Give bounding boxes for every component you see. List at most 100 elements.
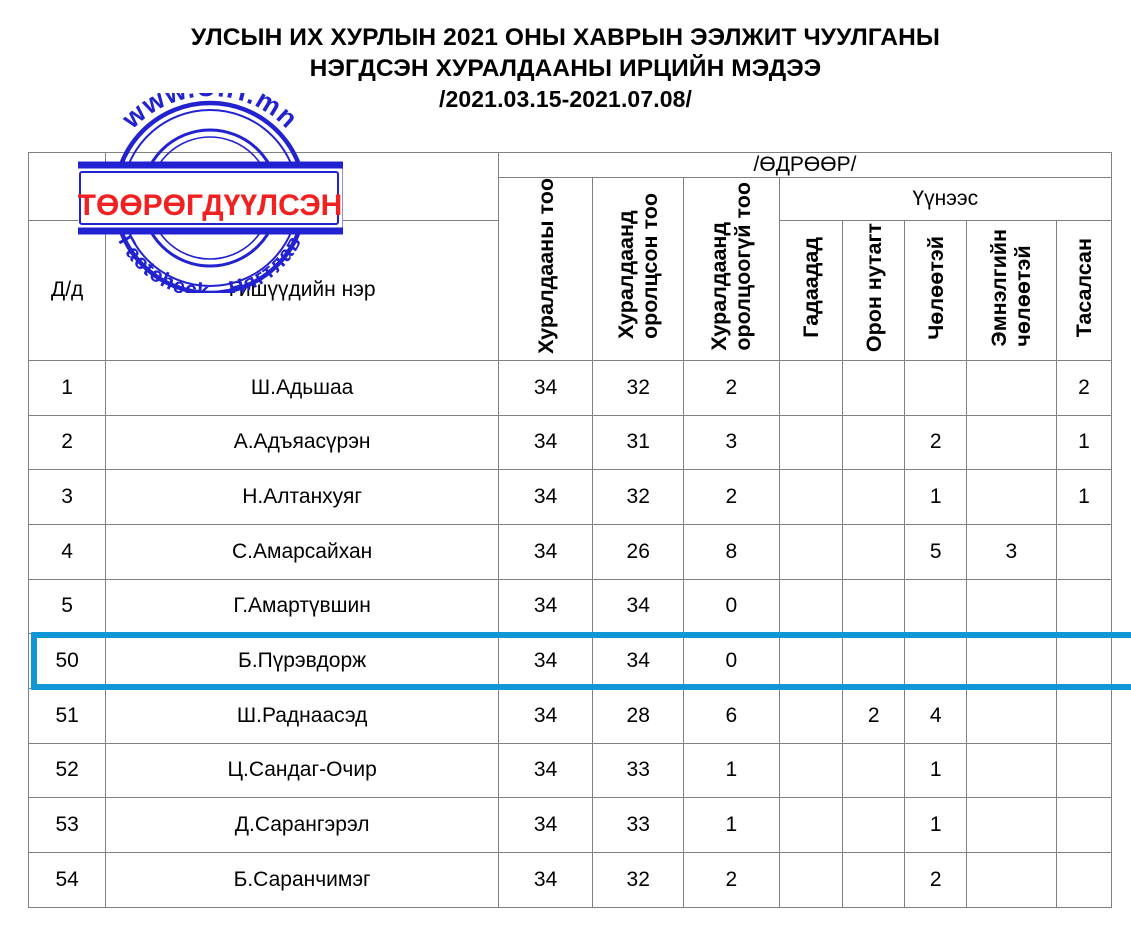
- cell-abroad: [778, 469, 844, 525]
- member-name: Ш.Раднаасэд: [105, 687, 499, 744]
- table-head: /ӨДРӨӨР/ Хуралдааны тоо Хуралдаанд оролц…: [27, 152, 1113, 361]
- cell-leave: 5: [904, 523, 967, 580]
- document-title: УЛСЫН ИХ ХУРЛЫН 2021 ОНЫ ХАВРЫН ЭЭЛЖИТ Ч…: [0, 22, 1131, 114]
- cell-attended: 32: [592, 469, 685, 525]
- member-name: Ш.Адьшаа: [105, 359, 499, 416]
- row-index: 2: [27, 414, 107, 471]
- cell-local: [842, 851, 906, 908]
- cell-leave: [904, 359, 967, 416]
- cell-total-sessions: 34: [497, 578, 594, 635]
- cell-total-sessions: 34: [497, 797, 594, 853]
- cell-medical-leave: [965, 578, 1057, 635]
- header-member-name: Гишүүдийн нэр: [105, 220, 499, 361]
- header-local-label: Орон нутагт: [861, 222, 886, 352]
- cell-medical-leave: 3: [965, 523, 1057, 580]
- header-blank-left: [27, 152, 107, 221]
- table-row: 54 Б.Саранчимэг 34 32 2 2: [27, 851, 1113, 908]
- cell-local: [842, 633, 906, 689]
- cell-leave: [904, 633, 967, 689]
- cell-abroad: [778, 633, 844, 689]
- cell-not-attended: 0: [683, 633, 780, 689]
- cell-not-attended: 6: [683, 687, 780, 744]
- cell-not-attended: 2: [683, 851, 780, 908]
- row-index: 3: [27, 469, 107, 525]
- cell-total-sessions: 34: [497, 851, 594, 908]
- cell-attended: 32: [592, 851, 685, 908]
- table-row: 3 Н.Алтанхуяг 34 32 2 1 1: [27, 469, 1113, 525]
- cell-local: [842, 359, 906, 416]
- cell-missed: 1: [1055, 414, 1113, 471]
- cell-leave: [904, 578, 967, 635]
- header-attended-label: Хуралдаанд оролцсон тоо: [614, 192, 663, 339]
- row-index: 53: [27, 797, 107, 853]
- header-row-sub: Хуралдааны тоо Хуралдаанд оролцсон тоо Х…: [29, 177, 1112, 361]
- cell-total-sessions: 34: [497, 414, 594, 471]
- row-index: 5: [27, 578, 107, 635]
- header-not-attended: Хуралдаанд оролцоогүй тоо: [683, 177, 780, 361]
- member-name: А.Адъяасүрэн: [105, 414, 499, 471]
- header-row-group: /ӨДРӨӨР/: [27, 152, 1112, 221]
- row-index: 50: [27, 633, 107, 689]
- table-row: 53 Д.Сарангэрэл 34 33 1 1: [27, 797, 1113, 853]
- member-name: Г.Амартүвшин: [105, 578, 499, 635]
- header-total-sessions-label: Хуралдааны тоо: [533, 178, 558, 354]
- row-index: 54: [27, 851, 107, 908]
- header-not-attended-label: Хуралдаанд оролцоогүй тоо: [707, 181, 756, 351]
- header-leave-label: Чөлөөтэй: [923, 235, 948, 340]
- cell-medical-leave: [965, 797, 1057, 853]
- cell-abroad: [778, 742, 844, 799]
- cell-attended: 26: [592, 523, 685, 580]
- cell-not-attended: 1: [683, 797, 780, 853]
- table-row: 52 Ц.Сандаг-Очир 34 33 1 1: [27, 742, 1113, 799]
- cell-total-sessions: 34: [497, 523, 594, 580]
- row-index: 1: [27, 359, 107, 416]
- cell-missed: [1055, 797, 1113, 853]
- header-medical-leave-label: Эмнэлгийн чөлөөтэй: [987, 228, 1036, 347]
- cell-medical-leave: [965, 359, 1057, 416]
- table-body: 1 Ш.Адьшаа 34 32 2 2 2 А.Адъяасүрэн 34 31 3 2 1 3 Н.Ал…: [27, 359, 1113, 908]
- attendance-table-container: /ӨДРӨӨР/ Хуралдааны тоо Хуралдаанд оролц…: [27, 152, 1131, 908]
- cell-abroad: [778, 851, 844, 908]
- cell-abroad: [778, 523, 844, 580]
- cell-leave: 1: [904, 469, 967, 525]
- cell-local: [842, 523, 906, 580]
- cell-medical-leave: [965, 414, 1057, 471]
- header-by-day: /ӨДРӨӨР/: [498, 152, 1112, 178]
- cell-medical-leave: [965, 687, 1057, 744]
- cell-attended: 33: [592, 797, 685, 853]
- member-name: Н.Алтанхуяг: [105, 469, 499, 525]
- table-row: 51 Ш.Раднаасэд 34 28 6 2 4: [27, 687, 1113, 744]
- cell-total-sessions: 34: [497, 633, 594, 689]
- cell-medical-leave: [965, 469, 1057, 525]
- cell-medical-leave: [965, 633, 1057, 689]
- cell-not-attended: 2: [683, 469, 780, 525]
- cell-attended: 34: [592, 578, 685, 635]
- member-name: Б.Саранчимэг: [105, 851, 499, 908]
- cell-local: [842, 797, 906, 853]
- cell-attended: 34: [592, 633, 685, 689]
- header-missed: Тасалсан: [1055, 220, 1113, 361]
- cell-abroad: [778, 414, 844, 471]
- table-row: 1 Ш.Адьшаа 34 32 2 2: [27, 359, 1113, 416]
- table-row: 50 Б.Пүрэвдорж 34 34 0: [27, 633, 1113, 689]
- header-leave: Чөлөөтэй: [904, 220, 967, 361]
- row-index: 51: [27, 687, 107, 744]
- cell-missed: 2: [1055, 359, 1113, 416]
- attendance-table: /ӨДРӨӨР/ Хуралдааны тоо Хуралдаанд оролц…: [27, 152, 1113, 908]
- header-medical-leave: Эмнэлгийн чөлөөтэй: [965, 220, 1057, 361]
- cell-local: [842, 469, 906, 525]
- cell-leave: 2: [904, 414, 967, 471]
- row-index: 52: [27, 742, 107, 799]
- cell-not-attended: 3: [683, 414, 780, 471]
- cell-medical-leave: [965, 742, 1057, 799]
- cell-total-sessions: 34: [497, 742, 594, 799]
- cell-not-attended: 2: [683, 359, 780, 416]
- cell-total-sessions: 34: [497, 469, 594, 525]
- cell-not-attended: 0: [683, 578, 780, 635]
- header-missed-label: Тасалсан: [1071, 237, 1096, 338]
- cell-attended: 33: [592, 742, 685, 799]
- cell-attended: 28: [592, 687, 685, 744]
- cell-local: [842, 414, 906, 471]
- cell-local: 2: [842, 687, 906, 744]
- member-name: С.Амарсайхан: [105, 523, 499, 580]
